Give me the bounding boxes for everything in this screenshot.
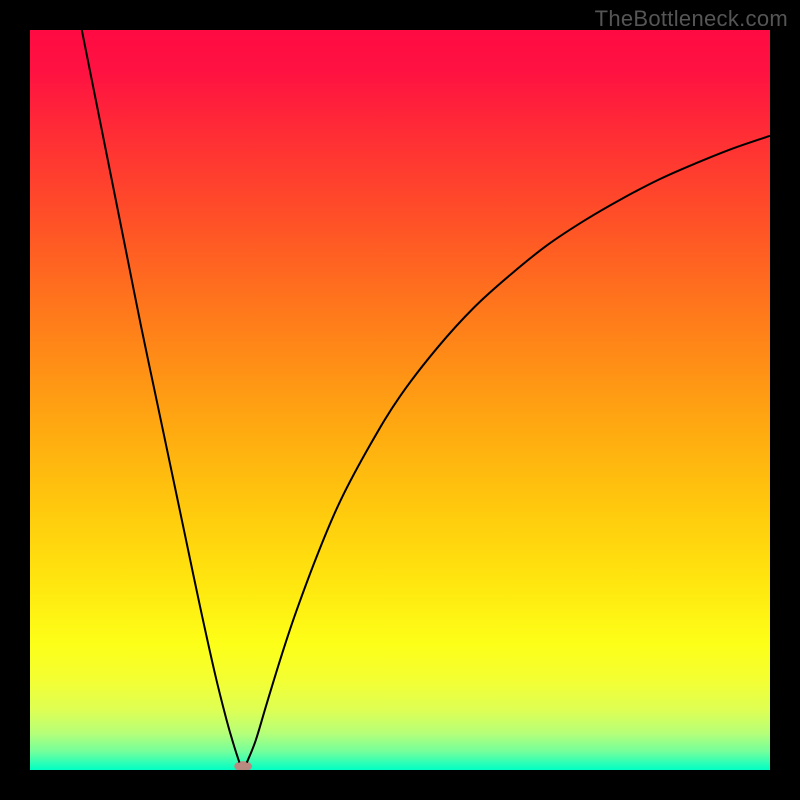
curve-right (247, 136, 770, 763)
plot-area (30, 30, 770, 767)
watermark-text: TheBottleneck.com (595, 6, 788, 32)
curve-left (82, 30, 240, 763)
curve-overlay (30, 30, 770, 770)
vertex-marker (234, 761, 252, 770)
